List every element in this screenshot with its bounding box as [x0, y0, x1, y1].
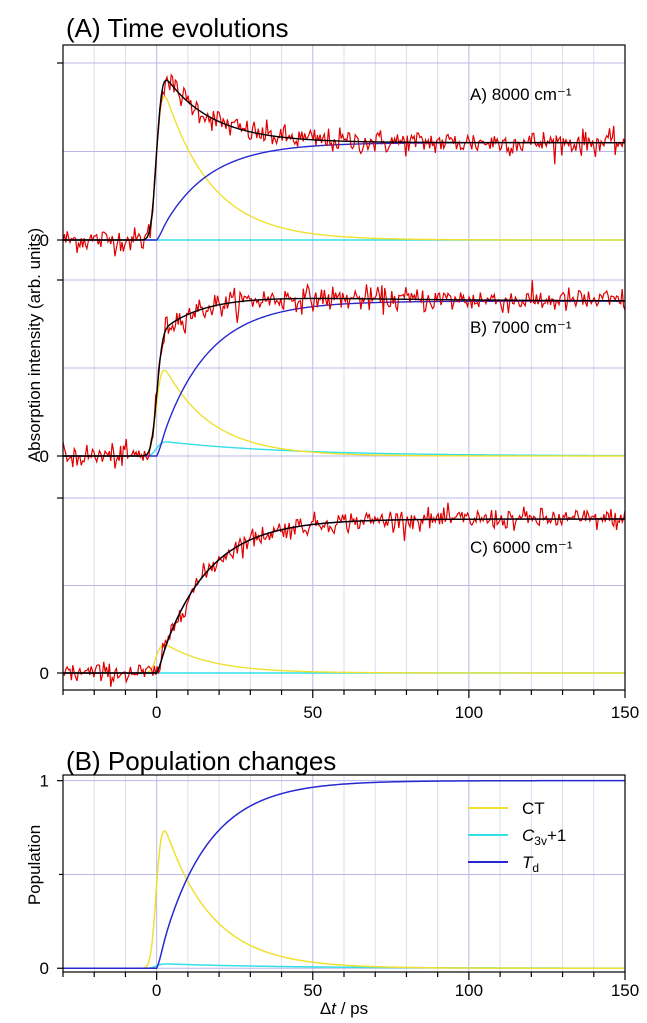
y-tick-label-b-1: 1: [40, 772, 49, 791]
x-tick-label-a-50: 50: [303, 703, 322, 722]
x-tick-label-a-0: 0: [152, 703, 161, 722]
series-ct-sub1: [63, 369, 625, 457]
legend-label-td: Td: [522, 853, 539, 875]
legend-c3v-tail: +1: [547, 826, 566, 845]
series-fit-sub2: [63, 518, 625, 674]
panel-b-plot-area: 0 1 0 50 100 150: [40, 772, 640, 1000]
legend-td-main: T: [522, 853, 534, 872]
x-tick-label-b-150: 150: [611, 981, 639, 1000]
x-tick-label-a-100: 100: [455, 703, 483, 722]
series-b-ct: [63, 829, 625, 969]
panel-b-series: [63, 779, 625, 969]
series-ct-sub2: [63, 643, 625, 674]
panel-a-title: (A) Time evolutions: [66, 13, 289, 43]
panel-b-axes: 0 1 0 50 100 150: [40, 772, 640, 1000]
panel-b-y-axis-label: Population: [25, 825, 44, 905]
legend-label-c3v: C3v+1: [522, 826, 566, 848]
series-data-sub2: [62, 502, 626, 687]
x-tick-label-a-150: 150: [611, 703, 639, 722]
y-tick-label-sub1: 0: [40, 447, 49, 466]
x-tick-label-b-50: 50: [303, 981, 322, 1000]
series-fit-sub1: [63, 297, 625, 457]
x-tick-label-b-100: 100: [455, 981, 483, 1000]
panel-a-series: [62, 73, 626, 687]
subpanel-label-7000: B) 7000 cm⁻¹: [470, 318, 572, 337]
x-label-unit: / ps: [336, 999, 368, 1018]
x-label-delta: Δ: [320, 999, 331, 1018]
x-tick-label-b-0: 0: [152, 981, 161, 1000]
legend-c3v-sub: 3v: [534, 834, 547, 848]
series-b-td: [63, 779, 625, 969]
y-tick-label-sub0: 0: [40, 231, 49, 250]
panel-a-plot-area: 0 0 0 0 50 100 150: [40, 44, 639, 722]
panel-a-axes: 0 0 0 0 50 100 150: [40, 44, 639, 722]
legend-c3v-main: C: [522, 826, 535, 845]
panel-a-y-axis-label: Absorption intensity (arb. units): [25, 228, 44, 462]
series-c3v1-sub1: [63, 441, 626, 457]
subpanel-label-8000: A) 8000 cm⁻¹: [470, 85, 572, 104]
y-tick-label-sub2: 0: [40, 664, 49, 683]
x-label-t: t: [331, 999, 337, 1018]
y-tick-label-b-0: 0: [40, 959, 49, 978]
series-fit-sub0: [63, 79, 625, 241]
x-axis-label: Δt / ps: [320, 999, 368, 1018]
legend-label-ct: CT: [522, 799, 545, 818]
legend: CT C3v+1 Td: [468, 799, 566, 875]
subpanel-label-6000: C) 6000 cm⁻¹: [470, 538, 573, 557]
legend-td-sub: d: [532, 861, 539, 875]
panel-b-title: (B) Population changes: [66, 746, 336, 776]
